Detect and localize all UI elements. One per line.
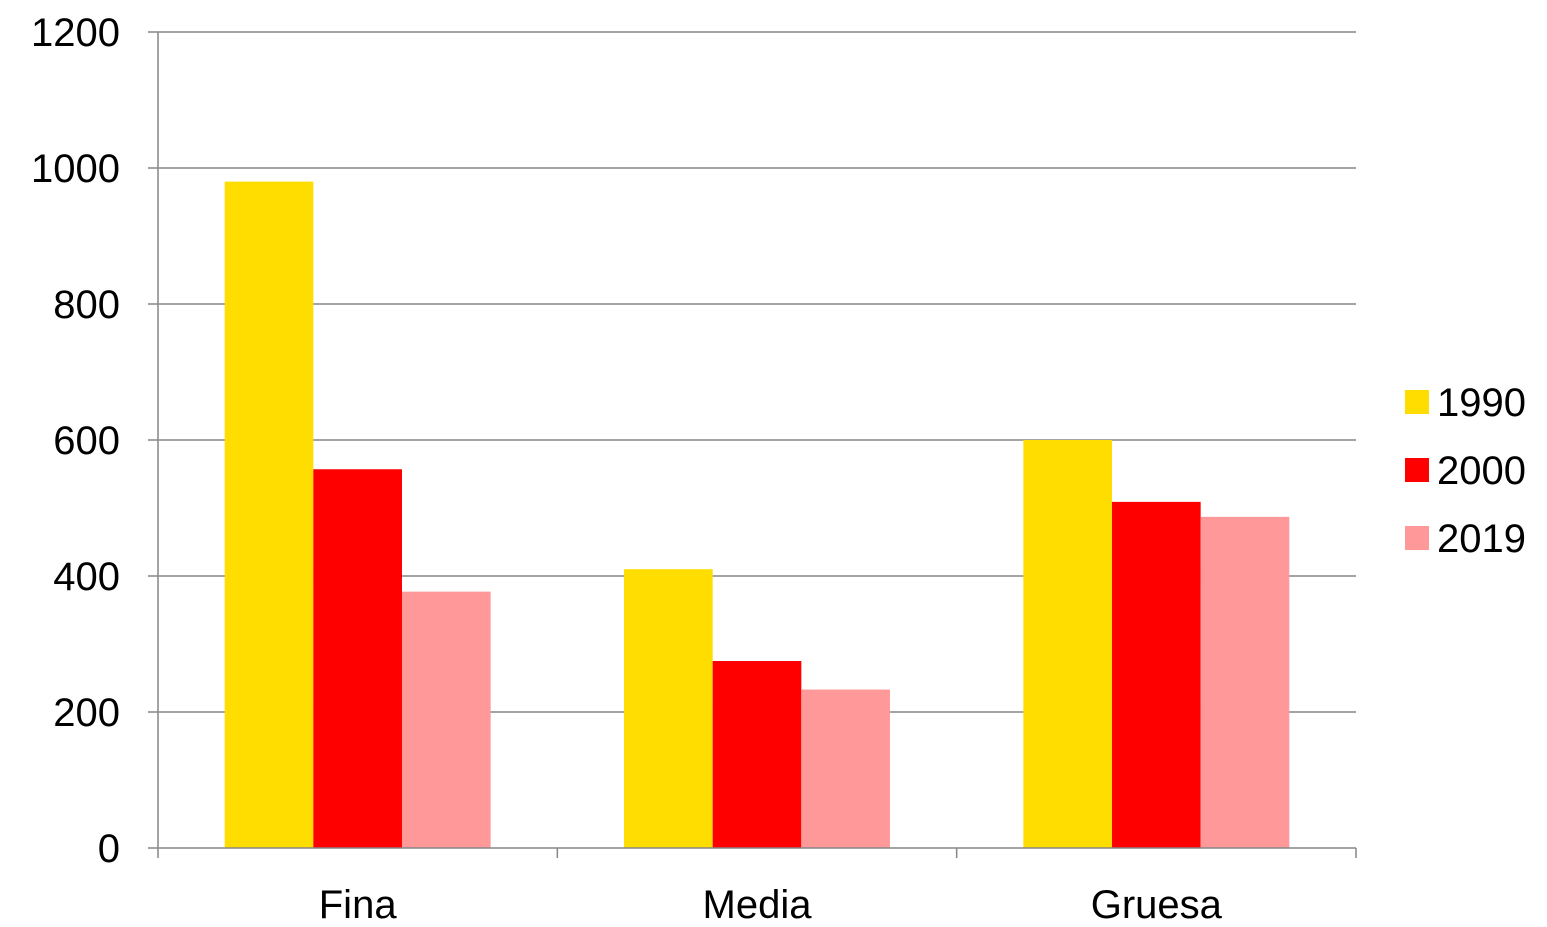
axes (148, 31, 1357, 858)
bar-gruesa-2000 (1112, 501, 1201, 848)
bars (224, 181, 1290, 849)
x-tick-label: Fina (319, 883, 398, 922)
bar-media-1990 (624, 569, 713, 848)
x-tick-labels: Fina Media Gruesa (319, 883, 1223, 927)
y-tick-label: 600 (53, 419, 120, 463)
bar-media-2019 (801, 689, 890, 848)
bar-fina-2019 (401, 591, 491, 848)
bar-gruesa-1990 (1023, 440, 1113, 848)
y-tick-label: 400 (53, 555, 120, 599)
legend-swatch-2000 (1405, 458, 1429, 482)
bar-fina-1990 (224, 181, 314, 849)
legend-label: 2019 (1437, 517, 1526, 561)
y-tick-label: 1000 (31, 147, 120, 191)
y-tick-labels: 0 200 400 600 800 1000 1200 (31, 11, 120, 871)
y-tick-label: 1200 (31, 11, 120, 55)
y-tick-label: 200 (53, 691, 120, 735)
bar-gruesa-2019 (1200, 516, 1290, 848)
legend-label: 1990 (1437, 381, 1526, 425)
legend-label: 2000 (1437, 449, 1526, 493)
legend: 1990 2000 2019 (1405, 381, 1526, 561)
x-tick-label: Gruesa (1091, 883, 1223, 922)
y-tick-label: 800 (53, 283, 120, 327)
bar-media-2000 (712, 661, 802, 848)
bar-fina-2000 (313, 469, 402, 848)
legend-swatch-1990 (1405, 390, 1429, 414)
x-tick-label: Media (703, 883, 813, 922)
y-tick-label: 0 (98, 827, 120, 871)
legend-swatch-2019 (1405, 526, 1429, 550)
